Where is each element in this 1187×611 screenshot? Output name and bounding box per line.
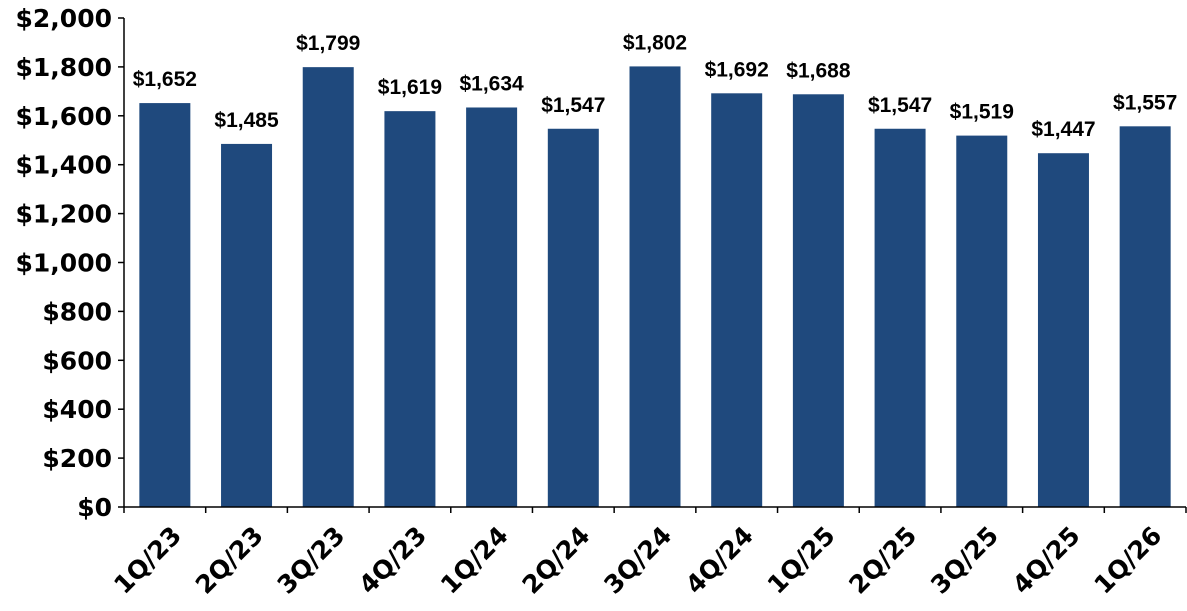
bar — [1037, 153, 1089, 507]
x-tick-label: 3Q/24 — [598, 521, 677, 600]
data-label: $1,557 — [1113, 91, 1177, 114]
x-tick-label: 1Q/24 — [435, 521, 514, 600]
y-tick-label: $1,400 — [16, 151, 112, 180]
y-tick-label: $0 — [77, 493, 112, 522]
data-label: $1,547 — [541, 94, 605, 117]
data-label: $1,688 — [786, 59, 851, 82]
x-tick-label: 1Q/25 — [762, 521, 841, 600]
bar — [302, 67, 354, 507]
data-label: $1,802 — [623, 31, 687, 54]
y-tick-label: $2,000 — [16, 4, 112, 33]
y-tick-label: $800 — [42, 297, 112, 326]
bar — [874, 128, 926, 508]
data-label: $1,447 — [1031, 118, 1095, 141]
bar — [711, 93, 763, 507]
y-tick-label: $600 — [42, 346, 112, 375]
x-axis: 1Q/23 2Q/23 3Q/23 4Q/23 1Q/24 2Q/24 3Q/24 4Q/24… — [108, 506, 1187, 600]
data-label: $1,692 — [705, 58, 769, 81]
data-label: $1,547 — [868, 94, 932, 117]
data-label: $1,519 — [950, 101, 1014, 124]
x-tick-label: 3Q/23 — [272, 521, 351, 600]
data-label: $1,799 — [296, 32, 360, 55]
bar — [466, 107, 518, 507]
x-tick-label: 2Q/23 — [190, 521, 269, 600]
x-tick-label: 1Q/26 — [1088, 521, 1167, 600]
bar — [139, 103, 191, 507]
data-label: $1,652 — [133, 68, 197, 91]
data-label: $1,634 — [459, 72, 524, 95]
x-tick-label: 3Q/25 — [925, 521, 1004, 600]
x-tick-label: 2Q/24 — [517, 521, 596, 600]
x-tick-label: 4Q/23 — [353, 521, 432, 600]
y-axis: $0 $200 $400 $600 $800 $1,000 $1,200 $1,400 $1,6… — [16, 4, 125, 522]
data-labels: $1,652 $1,485 $1,799 $1,619 $1,634 $1,547 $1,8… — [133, 31, 1178, 141]
x-tick-label: 4Q/24 — [680, 521, 759, 600]
bar — [384, 111, 436, 507]
y-tick-label: $400 — [42, 395, 112, 424]
x-tick-label: 2Q/25 — [843, 521, 922, 600]
bar — [221, 143, 273, 508]
data-label: $1,485 — [214, 109, 279, 132]
bars — [139, 66, 1171, 508]
y-tick-label: $1,200 — [16, 200, 112, 229]
x-tick-label: 4Q/25 — [1007, 521, 1086, 600]
y-tick-label: $200 — [42, 444, 112, 473]
bar — [629, 66, 681, 507]
y-tick-label: $1,800 — [16, 53, 112, 82]
y-tick-label: $1,600 — [16, 102, 112, 131]
bar — [792, 94, 844, 507]
x-tick-label: 1Q/23 — [108, 521, 187, 600]
bar — [547, 128, 599, 508]
y-tick-label: $1,000 — [16, 249, 112, 278]
bar — [956, 135, 1008, 508]
data-label: $1,619 — [378, 76, 442, 99]
bar — [1119, 126, 1171, 507]
